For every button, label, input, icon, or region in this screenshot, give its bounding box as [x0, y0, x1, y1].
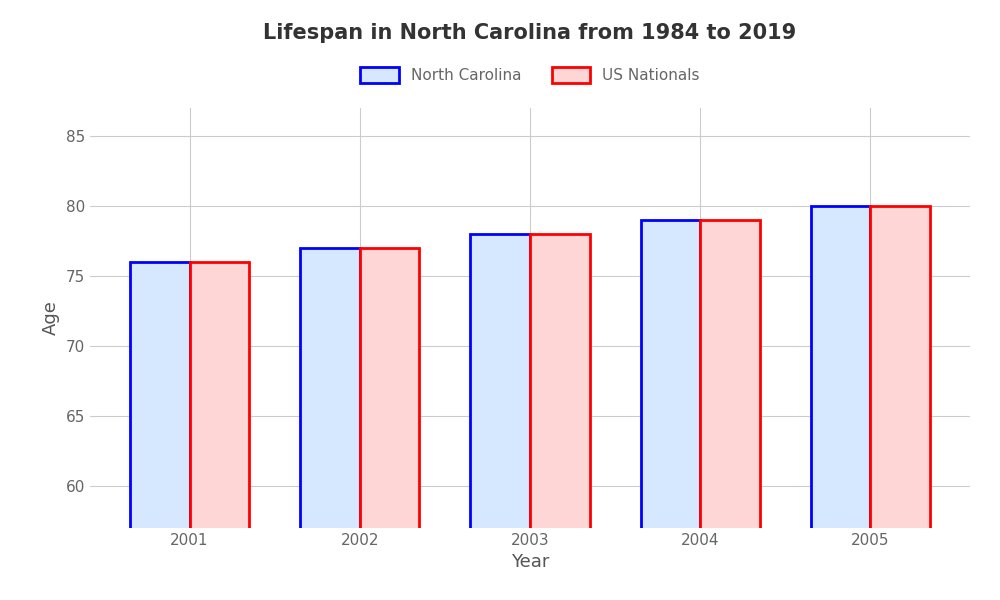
- Bar: [360, 248, 419, 600]
- Title: Lifespan in North Carolina from 1984 to 2019: Lifespan in North Carolina from 1984 to …: [263, 23, 797, 43]
- Bar: [811, 206, 870, 600]
- Bar: [300, 248, 360, 600]
- Bar: [641, 220, 700, 600]
- Bar: [870, 206, 930, 600]
- Bar: [190, 262, 249, 600]
- Bar: [130, 262, 190, 600]
- Legend: North Carolina, US Nationals: North Carolina, US Nationals: [354, 61, 706, 89]
- Bar: [470, 234, 530, 600]
- Y-axis label: Age: Age: [42, 301, 60, 335]
- Bar: [530, 234, 590, 600]
- Bar: [700, 220, 760, 600]
- X-axis label: Year: Year: [511, 553, 549, 571]
